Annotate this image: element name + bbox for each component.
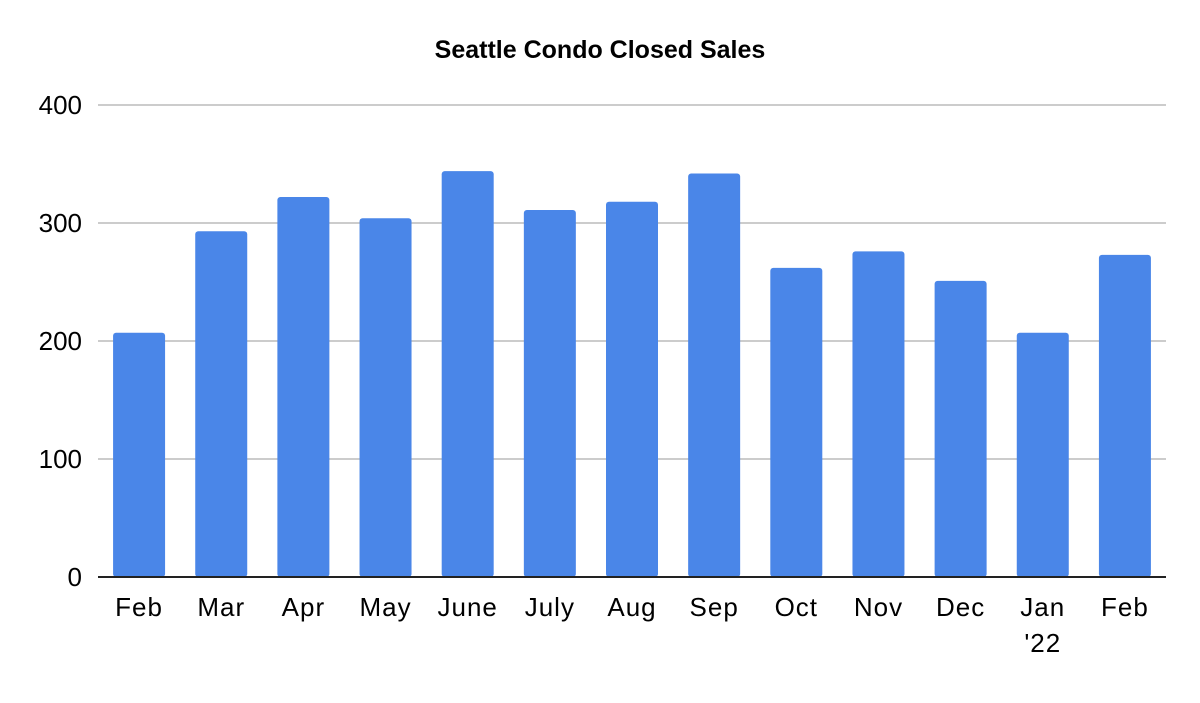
x-tick-label: Aug [607,592,656,622]
x-tick-label: Nov [854,592,903,622]
x-tick-label: Jan [1020,592,1065,622]
bar [113,332,166,577]
bar [1098,254,1151,578]
x-tick-label: June [437,592,497,622]
chart-title: Seattle Condo Closed Sales [435,36,766,64]
bar [1016,332,1069,577]
x-tick-label: Feb [115,592,163,622]
bar [195,231,248,577]
x-tick-label: July [525,592,575,622]
x-tick-label: May [359,592,411,622]
y-tick-label: 200 [39,326,82,356]
y-tick-label: 300 [39,208,82,238]
bar [523,210,576,577]
bar [852,251,905,577]
x-tick-label: Oct [775,592,818,622]
x-tick-label: Mar [197,592,245,622]
bar [934,280,987,577]
bar [606,201,658,577]
x-tick-label: Dec [936,592,985,622]
bar [770,267,823,577]
x-tick-label: Feb [1101,592,1149,622]
y-tick-label: 0 [68,562,82,592]
y-axis-ticks: 0 100 200 300 400 [39,90,82,592]
bar [277,197,330,578]
y-tick-label: 400 [39,90,82,120]
bar [441,171,494,577]
x-tick-label: Apr [282,592,325,622]
bar [359,218,412,577]
x-tick-label: '22 [1024,628,1061,658]
x-tick-label: Sep [690,592,739,622]
y-tick-label: 100 [39,444,82,474]
bars [113,171,1151,578]
x-axis-ticks: Feb Mar Apr May June July Aug Sep Oct Nov Dec Jan '2… [115,592,1149,658]
bar [688,173,741,577]
